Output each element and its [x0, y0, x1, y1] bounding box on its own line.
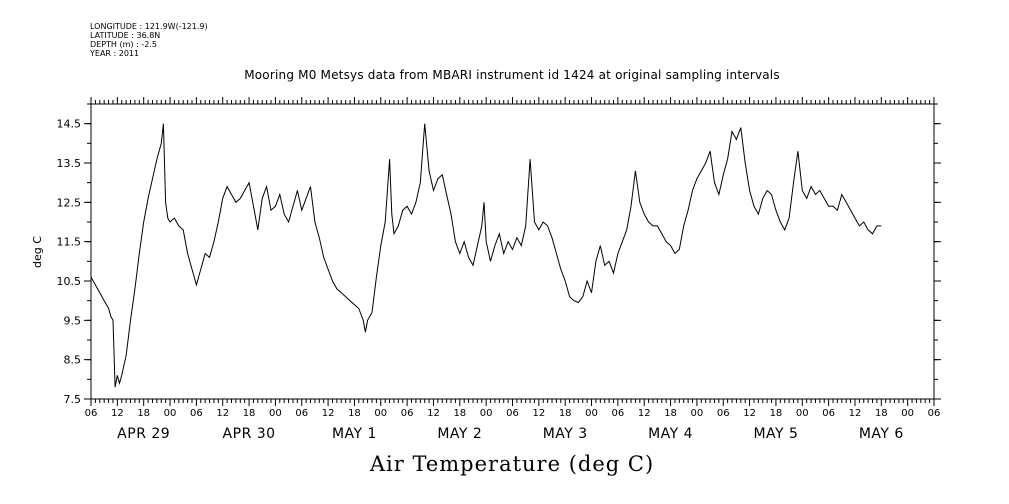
x-tick-label: 00	[164, 408, 177, 419]
x-tick-label: 06	[612, 408, 625, 419]
x-tick-label: 18	[875, 408, 888, 419]
y-tick-label: 12.5	[57, 196, 82, 209]
date-labels: APR 29 APR 30 MAY 1 MAY 2 MAY 3 MAY 4 MAY 5 MAY…	[117, 426, 904, 442]
meta-depth: DEPTH (m) : -2.5	[90, 40, 157, 49]
metadata-block: LONGITUDE : 121.9W(-121.9) LATITUDE : 36…	[90, 22, 208, 58]
x-tick-label: 12	[111, 408, 124, 419]
y-tick-label: 14.5	[57, 118, 82, 131]
y-tick-label: 9.5	[64, 314, 82, 327]
x-tick-label: 18	[137, 408, 150, 419]
x-tick-label: 06	[401, 408, 414, 419]
x-tick-label: 12	[743, 408, 756, 419]
x-tick-labels: 06 12 18 00 06 12 18 00 06 12 18 00 06 12 18 00 06 12 18 00…	[85, 408, 941, 419]
axis-ticks	[84, 97, 941, 406]
x-tick-label: 18	[348, 408, 361, 419]
meta-year: YEAR : 2011	[90, 49, 140, 58]
x-tick-label: 00	[585, 408, 598, 419]
x-tick-label: 06	[85, 408, 98, 419]
date-label: MAY 4	[648, 426, 693, 442]
x-tick-label: 12	[532, 408, 545, 419]
x-tick-label: 00	[796, 408, 809, 419]
x-tick-label: 00	[374, 408, 387, 419]
date-label: MAY 3	[543, 426, 588, 442]
meta-longitude: LONGITUDE : 121.9W(-121.9)	[90, 22, 208, 31]
x-tick-label: 06	[295, 408, 308, 419]
x-axis-title: Air Temperature (deg C)	[369, 452, 655, 476]
x-tick-label: 00	[901, 408, 914, 419]
y-axis-label: deg C	[31, 236, 44, 268]
date-label: APR 30	[223, 426, 276, 442]
y-tick-label: 8.5	[64, 354, 82, 367]
x-tick-label: 06	[822, 408, 835, 419]
date-label: APR 29	[117, 426, 170, 442]
x-tick-label: 06	[190, 408, 203, 419]
x-tick-label: 18	[453, 408, 466, 419]
chart-title: Mooring M0 Metsys data from MBARI instru…	[244, 68, 780, 82]
y-tick-labels: 7.5 8.5 9.5 10.5 11.5 12.5 13.5 14.5	[57, 118, 82, 406]
x-tick-label: 18	[243, 408, 256, 419]
x-tick-label: 18	[559, 408, 572, 419]
y-tick-label: 10.5	[57, 275, 82, 288]
x-tick-label: 12	[216, 408, 229, 419]
x-tick-label: 12	[638, 408, 651, 419]
date-label: MAY 1	[332, 426, 377, 442]
y-tick-label: 11.5	[57, 236, 82, 249]
meta-latitude: LATITUDE : 36.8N	[90, 31, 161, 40]
x-tick-label: 00	[691, 408, 704, 419]
x-tick-label: 06	[506, 408, 519, 419]
x-tick-label: 12	[849, 408, 862, 419]
date-label: MAY 5	[753, 426, 798, 442]
x-tick-label: 12	[322, 408, 335, 419]
x-tick-label: 18	[770, 408, 783, 419]
x-tick-label: 06	[928, 408, 941, 419]
x-tick-label: 06	[717, 408, 730, 419]
date-label: MAY 6	[859, 426, 904, 442]
series-line	[90, 123, 882, 388]
plot-frame	[90, 103, 935, 400]
date-label: MAY 2	[437, 426, 482, 442]
x-tick-label: 00	[269, 408, 282, 419]
x-tick-label: 12	[427, 408, 440, 419]
y-tick-label: 7.5	[64, 393, 82, 406]
y-tick-label: 13.5	[57, 157, 82, 170]
x-tick-label: 18	[664, 408, 677, 419]
x-tick-label: 00	[480, 408, 493, 419]
